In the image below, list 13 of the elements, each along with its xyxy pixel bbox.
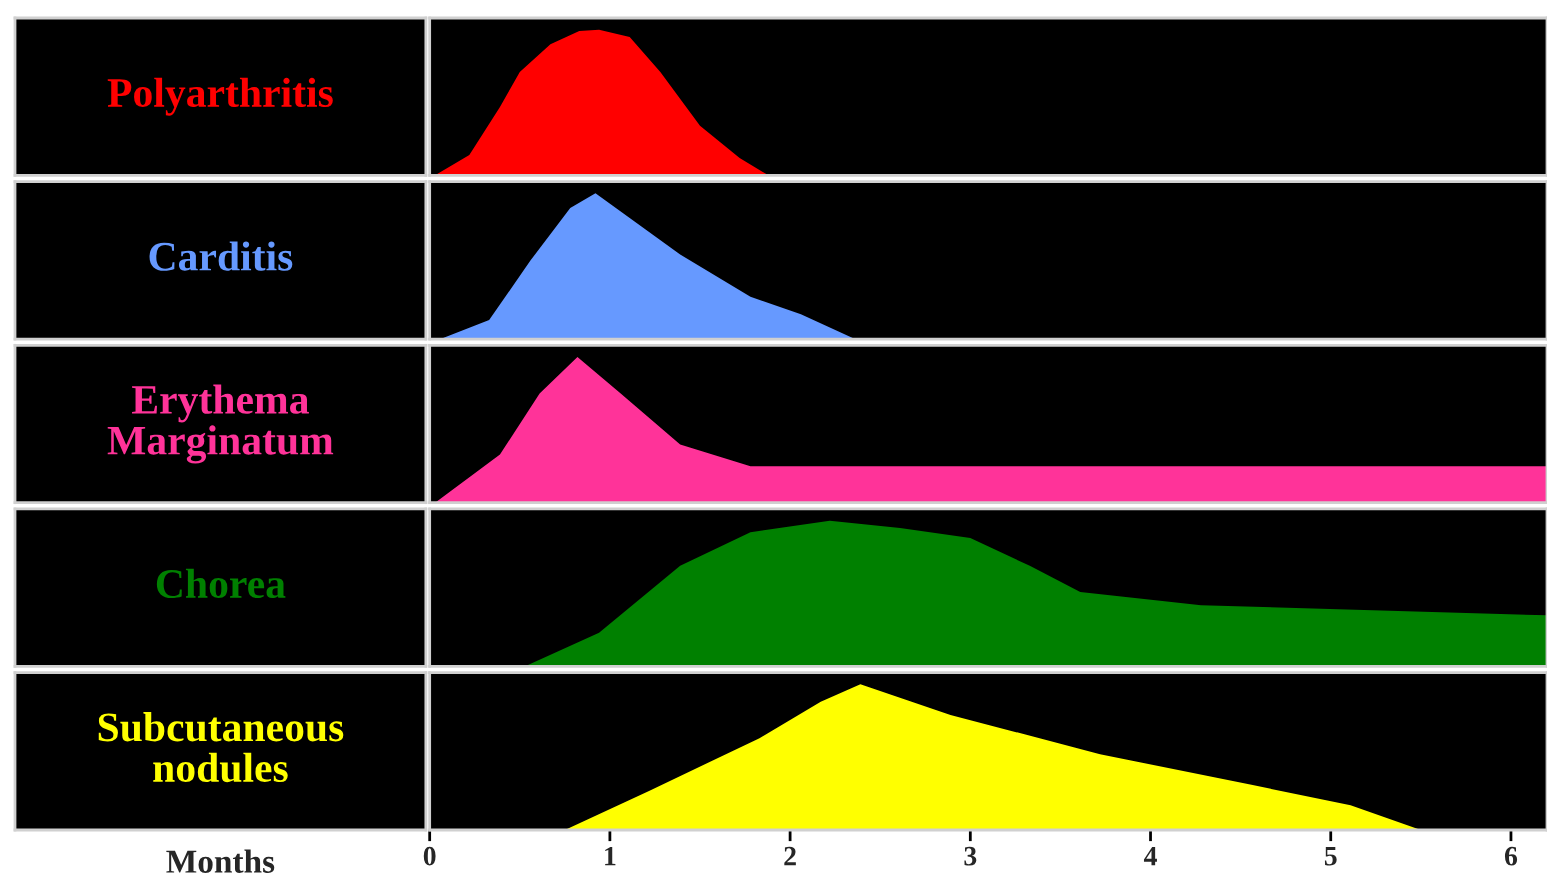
text: Chorea bbox=[156, 568, 286, 599]
text: Carditis bbox=[149, 241, 293, 271]
text: Erythema Marginatum bbox=[107, 384, 334, 464]
text: Subcutaneous nodules bbox=[98, 712, 344, 783]
x-tick-label: 2 bbox=[784, 846, 796, 866]
x-axis-title: Months bbox=[166, 849, 275, 873]
x-tick-label: 5 bbox=[1324, 847, 1337, 866]
x-tick-label: 3 bbox=[964, 846, 977, 866]
x-tick-label: 6 bbox=[1504, 846, 1518, 866]
x-tick-label: 4 bbox=[1143, 846, 1157, 866]
text: Polyarthritis bbox=[107, 77, 333, 116]
x-tick-label: 1 bbox=[605, 846, 616, 866]
x-tick-label: 0 bbox=[423, 846, 436, 866]
